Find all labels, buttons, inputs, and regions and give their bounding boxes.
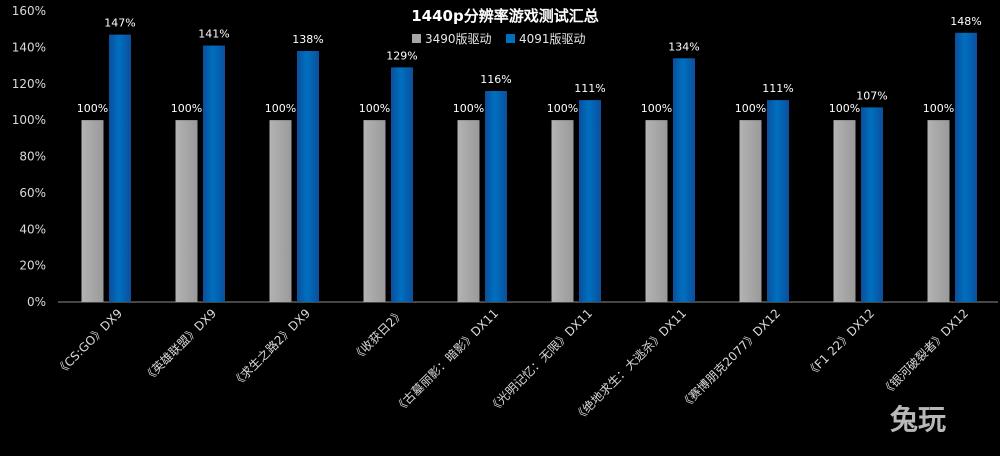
data-label-3490: 100% — [359, 102, 390, 115]
data-label-4091: 116% — [480, 73, 511, 86]
bar-3490 — [81, 120, 104, 302]
data-label-3490: 100% — [641, 102, 672, 115]
y-tick-label: 80% — [19, 150, 46, 164]
watermark: 兔玩 — [890, 403, 946, 436]
data-label-3490: 100% — [265, 102, 296, 115]
y-tick-label: 40% — [19, 222, 46, 236]
legend-swatch-3490 — [412, 34, 421, 43]
y-tick-label: 140% — [12, 40, 46, 54]
data-label-4091: 148% — [950, 15, 981, 28]
chart-title: 1440p分辨率游戏测试汇总 — [411, 7, 599, 25]
bar-3490 — [175, 120, 198, 302]
bar-4091 — [579, 100, 601, 303]
data-label-4091: 147% — [104, 17, 135, 30]
data-label-3490: 100% — [453, 102, 484, 115]
data-label-3490: 100% — [547, 102, 578, 115]
data-label-3490: 100% — [923, 102, 954, 115]
bar-3490 — [363, 120, 386, 302]
data-label-4091: 111% — [574, 82, 605, 95]
bar-3490 — [457, 120, 480, 302]
legend-label-3490: 3490版驱动 — [425, 32, 492, 46]
bar-3490 — [645, 120, 668, 302]
legend-label-4091: 4091版驱动 — [519, 32, 586, 46]
data-label-4091: 141% — [198, 28, 229, 41]
bars — [81, 32, 977, 303]
data-label-4091: 129% — [386, 49, 417, 62]
bar-4091 — [109, 34, 131, 303]
bar-4091 — [673, 58, 695, 302]
data-label-3490: 100% — [829, 102, 860, 115]
data-label-3490: 100% — [171, 102, 202, 115]
bar-4091 — [767, 100, 789, 303]
data-label-4091: 134% — [668, 40, 699, 53]
bar-4091 — [391, 67, 413, 302]
y-tick-label: 160% — [12, 4, 46, 18]
y-tick-label: 0% — [27, 295, 46, 309]
y-tick-label: 100% — [12, 113, 46, 127]
legend: 3490版驱动 4091版驱动 — [412, 32, 586, 46]
bar-4091 — [485, 91, 507, 303]
bar-3490 — [739, 120, 762, 302]
legend-swatch-4091 — [506, 34, 515, 43]
bar-4091 — [203, 45, 225, 303]
y-tick-label: 20% — [19, 259, 46, 273]
data-label-3490: 100% — [735, 102, 766, 115]
y-tick-labels: 0% 20% 40% 60% 80% 100% 120% 140% 160% — [12, 4, 46, 309]
bar-3490 — [833, 120, 856, 302]
y-tick-label: 60% — [19, 186, 46, 200]
data-label-4091: 107% — [856, 89, 887, 102]
data-labels: 100% 147% 100% 141% 100% 138% 100% 129% 100% 116%… — [77, 15, 982, 115]
bar-3490 — [269, 120, 292, 302]
data-label-4091: 111% — [762, 82, 793, 95]
bar-4091 — [955, 32, 977, 302]
bar-4091 — [297, 51, 319, 303]
bar-3490 — [551, 120, 574, 302]
bar-3490 — [927, 120, 950, 302]
data-label-4091: 138% — [292, 33, 323, 46]
bar-4091 — [861, 107, 883, 302]
y-tick-label: 120% — [12, 77, 46, 91]
data-label-3490: 100% — [77, 102, 108, 115]
